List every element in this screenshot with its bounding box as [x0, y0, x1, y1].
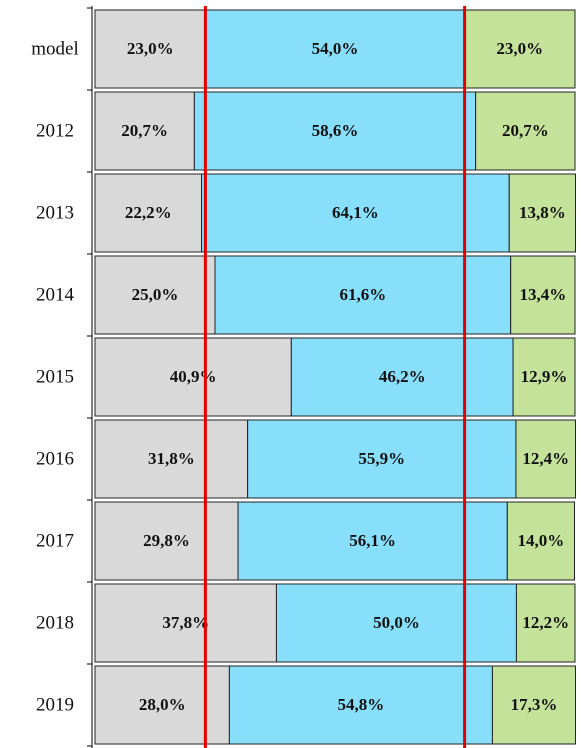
- value-label: 22,2%: [125, 203, 172, 222]
- value-label: 37,8%: [162, 613, 209, 632]
- bar-segment: [512, 337, 576, 417]
- value-label: 31,8%: [148, 449, 195, 468]
- value-label: 56,1%: [349, 531, 396, 550]
- y-tick-label: model: [31, 38, 79, 59]
- y-tick-label: 2013: [36, 202, 74, 223]
- value-label: 12,9%: [521, 367, 568, 386]
- y-tick-label: 2019: [36, 694, 74, 715]
- value-label: 28,0%: [139, 695, 186, 714]
- bar-segment: [193, 91, 477, 171]
- value-label: 23,0%: [496, 39, 543, 58]
- y-tick-label: 2016: [36, 448, 74, 469]
- bar-segment: [515, 419, 576, 499]
- bar-segment: [510, 255, 576, 335]
- value-label: 23,0%: [127, 39, 174, 58]
- value-label: 29,8%: [143, 531, 190, 550]
- value-label: 13,8%: [519, 203, 566, 222]
- bar-segment: [475, 91, 576, 171]
- bar-segment: [204, 9, 466, 89]
- bar-segment: [506, 501, 576, 581]
- value-label: 46,2%: [379, 367, 426, 386]
- value-label: 54,0%: [312, 39, 359, 58]
- bar-segment: [94, 173, 203, 253]
- bar-segment: [515, 583, 576, 663]
- bar-segment: [508, 173, 576, 253]
- bar-segment: [247, 419, 517, 499]
- bar-segment: [94, 9, 206, 89]
- y-tick-label: 2012: [36, 120, 74, 141]
- value-label: 58,6%: [312, 121, 359, 140]
- bar-segment: [94, 91, 195, 171]
- y-tick-label: 2018: [36, 612, 74, 633]
- y-tick-label: 2017: [36, 530, 74, 551]
- value-label: 61,6%: [339, 285, 386, 304]
- value-label: 14,0%: [518, 531, 565, 550]
- bar-segment: [491, 665, 576, 745]
- value-label: 20,7%: [502, 121, 549, 140]
- bar-segment: [275, 583, 517, 663]
- value-label: 20,7%: [121, 121, 168, 140]
- bar-segment: [464, 9, 576, 89]
- value-label: 40,9%: [170, 367, 217, 386]
- bar-segment: [237, 501, 508, 581]
- value-label: 13,4%: [519, 285, 566, 304]
- value-label: 64,1%: [332, 203, 379, 222]
- bar-segment: [94, 337, 292, 417]
- y-tick-label: 2014: [36, 284, 75, 305]
- bar-segment: [94, 419, 249, 499]
- value-label: 17,3%: [511, 695, 558, 714]
- value-label: 12,4%: [522, 449, 569, 468]
- bar-segment: [290, 337, 514, 417]
- value-label: 25,0%: [132, 285, 179, 304]
- bar-segment: [94, 665, 230, 745]
- value-label: 50,0%: [373, 613, 420, 632]
- bar-segment: [94, 255, 216, 335]
- value-label: 54,8%: [338, 695, 385, 714]
- bar-segment: [94, 583, 277, 663]
- bar-segment: [94, 501, 239, 581]
- value-label: 55,9%: [358, 449, 405, 468]
- value-label: 12,2%: [522, 613, 569, 632]
- y-tick-label: 2015: [36, 366, 74, 387]
- bar-segment: [201, 173, 510, 253]
